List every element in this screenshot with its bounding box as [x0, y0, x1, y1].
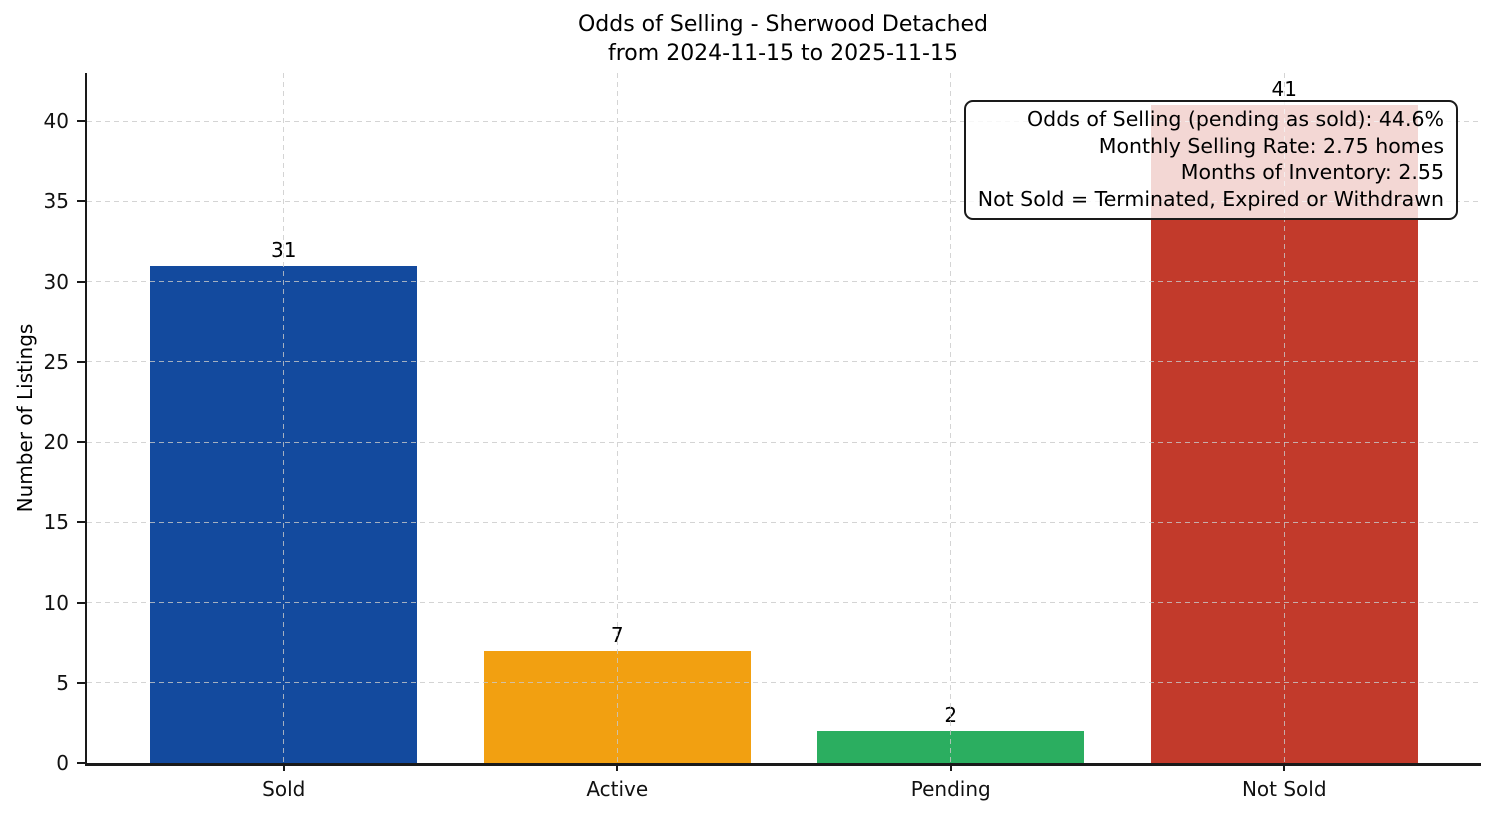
chart-title: Odds of Selling - Sherwood Detached [577, 12, 989, 37]
x-tick-label: Sold [262, 777, 306, 801]
y-tick-mark [77, 120, 85, 123]
bar-value-label: 7 [610, 623, 624, 647]
y-tick-mark [77, 762, 85, 764]
y-tick-mark [77, 601, 85, 604]
x-tick-label: Active [586, 777, 649, 801]
y-tick-label: 30 [43, 269, 69, 294]
x-tick-mark [1283, 763, 1286, 771]
annotation-line: Odds of Selling (pending as sold): 44.6% [1027, 107, 1444, 131]
y-tick-label: 35 [43, 189, 69, 214]
y-tick-mark [77, 280, 85, 283]
x-tick-mark [949, 763, 952, 771]
y-tick-mark [77, 360, 85, 363]
annotation-line: Months of Inventory: 2.55 [1180, 160, 1444, 184]
y-tick-label: 10 [43, 590, 69, 615]
y-tick-label: 25 [43, 349, 69, 374]
x-tick-label: Pending [910, 777, 991, 801]
y-tick-mark [77, 441, 85, 444]
y-tick-label: 15 [43, 510, 69, 535]
gridline-vertical [950, 73, 952, 763]
y-tick-label: 20 [43, 430, 69, 455]
chart-subtitle: from 2024-11-15 to 2025-11-15 [608, 41, 958, 66]
annotation-line: Monthly Selling Rate: 2.75 homes [1098, 133, 1444, 158]
y-tick-label: 0 [56, 751, 69, 775]
x-tick-mark [616, 763, 619, 771]
y-tick-mark [77, 200, 85, 203]
annotation-line: Not Sold = Terminated, Expired or Withdr… [977, 186, 1444, 211]
annotation-box: Odds of Selling (pending as sold): 44.6%… [963, 100, 1458, 220]
y-tick-mark [77, 521, 85, 524]
bar-pending [817, 731, 1084, 763]
bar-sold [150, 266, 417, 763]
bar-value-label: 31 [271, 238, 297, 262]
x-tick-mark [282, 763, 285, 771]
x-tick-label: Not Sold [1241, 777, 1327, 801]
y-tick-label: 5 [56, 670, 69, 695]
bar-value-label: 41 [1271, 77, 1297, 101]
bar-active [484, 651, 751, 763]
y-tick-label: 40 [43, 109, 69, 134]
y-tick-mark [77, 681, 85, 684]
bar-value-label: 2 [944, 703, 958, 727]
chart-title-block: Odds of Selling - Sherwood Detached from… [85, 10, 1481, 68]
